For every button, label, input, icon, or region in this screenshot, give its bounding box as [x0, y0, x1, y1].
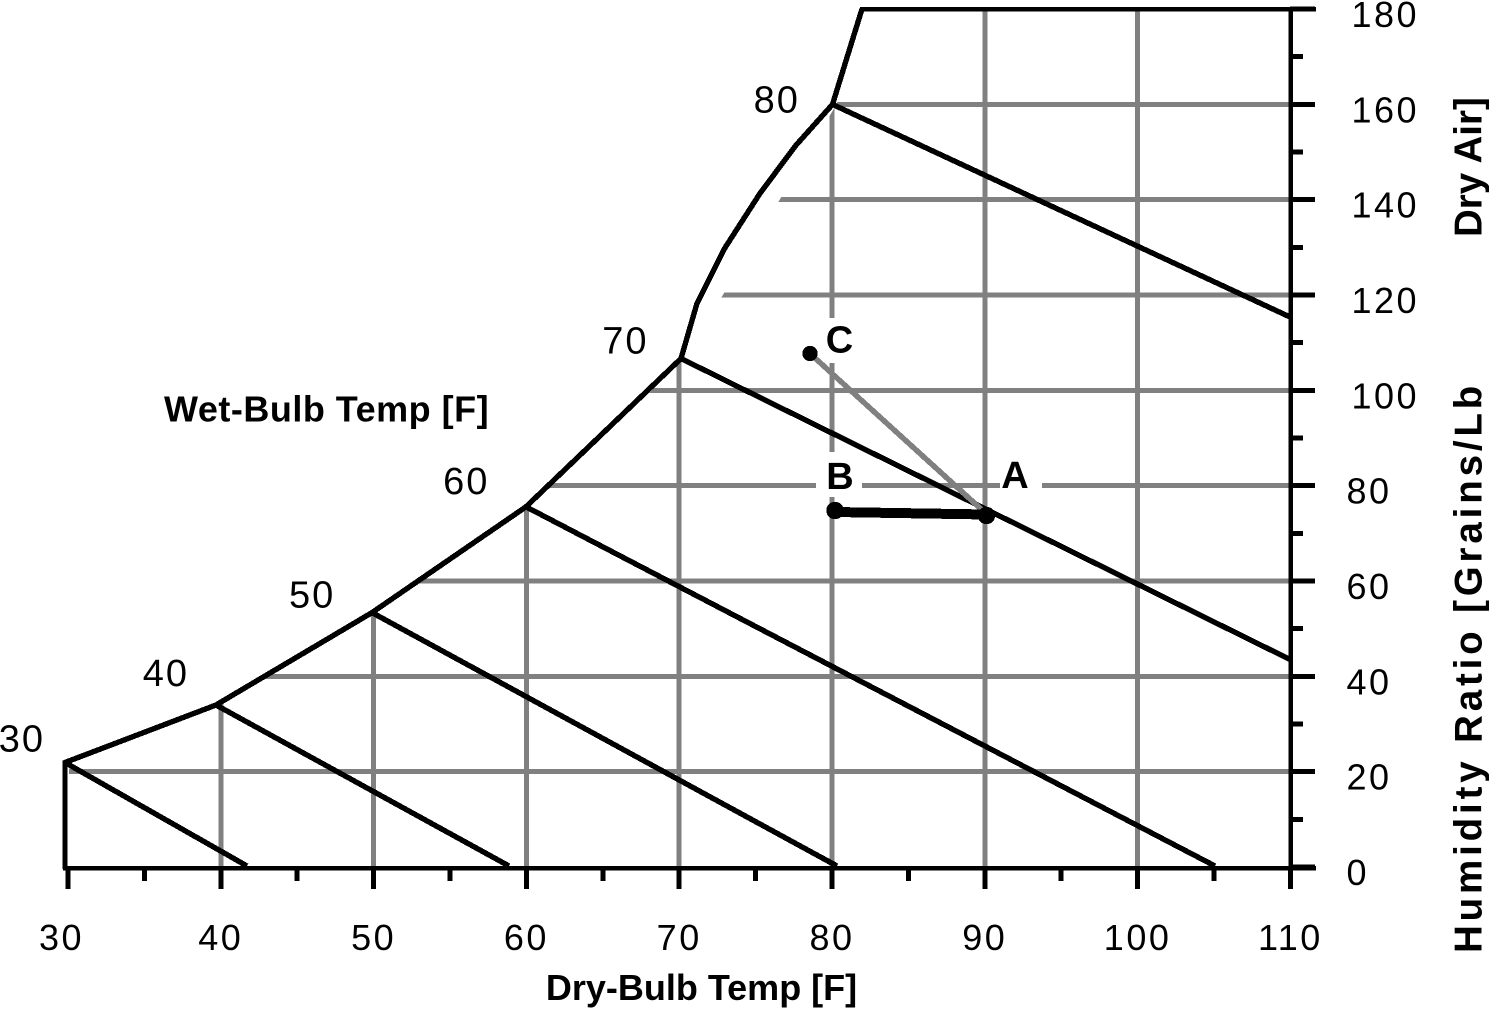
svg-text:70: 70	[657, 917, 702, 958]
svg-text:0: 0	[1347, 852, 1370, 893]
svg-text:Dry-Bulb Temp [F]: Dry-Bulb Temp [F]	[546, 967, 857, 1008]
svg-text:Wet-Bulb Temp [F]: Wet-Bulb Temp [F]	[164, 389, 489, 430]
svg-text:C: C	[826, 320, 853, 362]
svg-text:70: 70	[602, 321, 648, 363]
svg-text:40: 40	[1347, 661, 1392, 702]
svg-text:80: 80	[1347, 471, 1392, 512]
svg-text:Humidity Ratio [Grains/Lb: Humidity Ratio [Grains/Lb	[1448, 382, 1489, 953]
svg-text:110: 110	[1258, 917, 1323, 958]
svg-text:50: 50	[289, 575, 335, 617]
svg-text:60: 60	[504, 917, 549, 958]
svg-text:30: 30	[39, 917, 84, 958]
svg-text:80: 80	[754, 80, 800, 122]
svg-text:40: 40	[198, 917, 243, 958]
svg-text:60: 60	[443, 461, 489, 503]
svg-text:80: 80	[809, 917, 854, 958]
svg-text:30: 30	[0, 719, 45, 761]
svg-text:40: 40	[143, 653, 189, 695]
svg-text:180: 180	[1352, 0, 1420, 35]
svg-text:60: 60	[1347, 566, 1392, 607]
svg-text:90: 90	[962, 917, 1007, 958]
svg-text:A: A	[1001, 455, 1028, 497]
svg-text:50: 50	[351, 917, 396, 958]
svg-text:140: 140	[1352, 185, 1420, 226]
svg-text:160: 160	[1352, 89, 1420, 130]
svg-text:120: 120	[1352, 280, 1420, 321]
svg-text:100: 100	[1352, 375, 1420, 416]
svg-text:100: 100	[1104, 917, 1172, 958]
svg-text:20: 20	[1347, 757, 1392, 798]
svg-text:Dry Air]: Dry Air]	[1448, 97, 1489, 237]
svg-text:B: B	[826, 456, 853, 498]
